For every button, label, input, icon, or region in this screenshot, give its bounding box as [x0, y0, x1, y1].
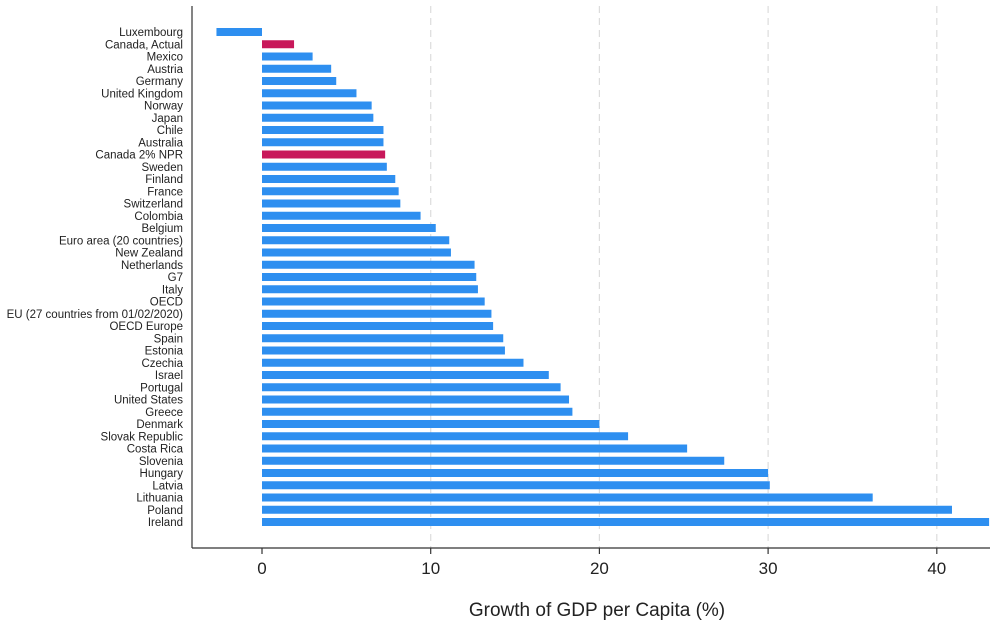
x-axis-title: Growth of GDP per Capita (%): [469, 600, 725, 621]
bar-19: [262, 260, 475, 269]
category-label-4: Germany: [136, 76, 184, 88]
bar-31: [262, 407, 573, 416]
category-label-34: Costa Rica: [127, 444, 184, 456]
category-label-33: Slovak Republic: [101, 431, 184, 443]
bar-29: [262, 383, 561, 392]
bar-37: [262, 481, 770, 490]
bar-34: [262, 444, 688, 453]
category-label-1: Canada, Actual: [105, 39, 183, 51]
bar-30: [262, 395, 570, 404]
category-label-32: Denmark: [136, 419, 183, 431]
category-label-22: OECD: [150, 297, 183, 309]
category-label-3: Austria: [147, 64, 183, 76]
bar-8: [262, 126, 384, 134]
bar-1: [262, 40, 295, 49]
bar-16: [262, 224, 436, 232]
x-tick-label-30: 30: [759, 559, 778, 578]
category-label-17: Euro area (20 countries): [59, 235, 183, 247]
category-label-7: Japan: [152, 113, 183, 125]
x-tick-label-40: 40: [927, 559, 946, 578]
category-label-10: Canada 2% NPR: [95, 150, 183, 162]
bar-13: [262, 187, 399, 196]
bar-26: [262, 346, 505, 355]
bar-4: [262, 77, 337, 85]
category-label-36: Hungary: [140, 468, 184, 480]
category-label-28: Israel: [155, 370, 183, 382]
bar-20: [262, 273, 477, 281]
bar-21: [262, 285, 478, 294]
category-label-16: Belgium: [141, 223, 183, 235]
category-label-5: United Kingdom: [101, 88, 183, 100]
bar-7: [262, 113, 374, 122]
category-label-24: OECD Europe: [109, 321, 183, 333]
bar-39: [262, 505, 952, 514]
category-label-8: Chile: [157, 125, 183, 137]
bar-28: [262, 371, 549, 379]
bar-12: [262, 175, 396, 183]
category-label-6: Norway: [144, 101, 183, 113]
category-label-15: Colombia: [134, 211, 183, 223]
category-label-21: Italy: [162, 284, 183, 296]
bar-5: [262, 89, 357, 98]
x-tick-label-20: 20: [590, 559, 609, 578]
bar-38: [262, 493, 873, 502]
category-label-0: Luxembourg: [119, 27, 183, 39]
bar-9: [262, 138, 384, 147]
category-label-27: Czechia: [141, 358, 183, 370]
bar-36: [262, 469, 769, 477]
category-label-35: Slovenia: [139, 456, 184, 468]
bar-17: [262, 236, 450, 245]
x-axis: 0 10 20 30 40: [191, 6, 990, 578]
bar-24: [262, 322, 494, 330]
bar-40: [262, 518, 990, 526]
category-label-19: Netherlands: [121, 260, 183, 272]
category-label-12: Finland: [145, 174, 183, 186]
bar-25: [262, 334, 504, 343]
category-label-20: G7: [168, 272, 183, 284]
bar-35: [262, 456, 725, 465]
bar-32: [262, 420, 600, 428]
bars: [216, 28, 990, 526]
bar-11: [262, 162, 387, 171]
category-label-18: New Zealand: [115, 248, 183, 260]
category-label-39: Poland: [147, 505, 183, 517]
category-label-25: Spain: [154, 333, 183, 345]
category-label-38: Lithuania: [136, 493, 183, 505]
gridlines: [430, 6, 938, 548]
category-label-40: Ireland: [148, 517, 183, 529]
bar-15: [262, 211, 421, 220]
category-label-26: Estonia: [145, 346, 184, 358]
category-label-2: Mexico: [147, 52, 183, 64]
bar-18: [262, 248, 451, 257]
bar-33: [262, 432, 629, 441]
bar-6: [262, 101, 372, 110]
bar-23: [262, 309, 492, 318]
bar-14: [262, 199, 401, 208]
category-label-11: Sweden: [141, 162, 183, 174]
category-label-9: Australia: [138, 137, 183, 149]
category-label-31: Greece: [145, 407, 183, 419]
x-tick-label-0: 0: [257, 559, 266, 578]
category-label-29: Portugal: [140, 382, 183, 394]
bar-10: [262, 150, 386, 159]
category-label-37: Latvia: [152, 480, 183, 492]
bar-27: [262, 358, 524, 367]
category-label-23: EU (27 countries from 01/02/2020): [7, 309, 184, 321]
x-tick-label-10: 10: [421, 559, 440, 578]
category-label-14: Switzerland: [124, 199, 183, 211]
bar-3: [262, 64, 332, 73]
bar-0: [216, 28, 262, 36]
category-label-30: United States: [114, 395, 183, 407]
category-label-13: France: [147, 186, 183, 198]
bar-22: [262, 297, 485, 306]
bar-2: [262, 52, 313, 61]
